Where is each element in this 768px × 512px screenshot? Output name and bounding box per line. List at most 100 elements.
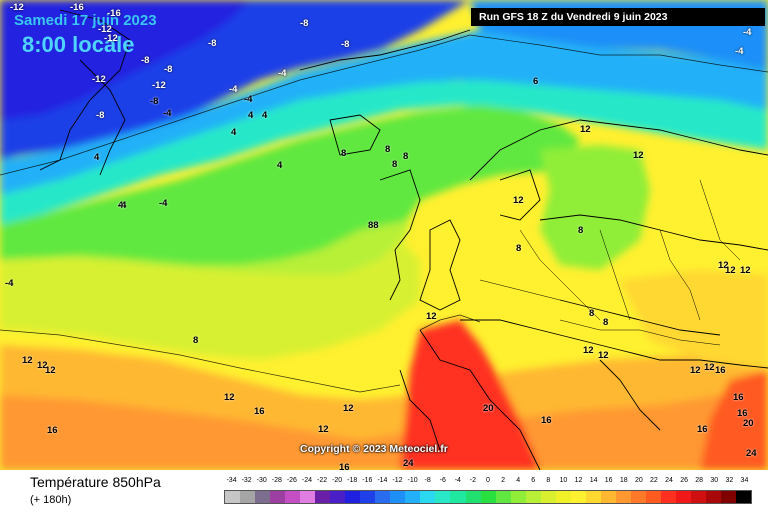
isotherm-label: -4 xyxy=(743,27,752,38)
color-scale-tick: 24 xyxy=(665,477,673,484)
isotherm-label: -16 xyxy=(107,8,121,19)
zone-deep-blue xyxy=(0,0,250,120)
isotherm-label: 8 xyxy=(193,335,199,346)
isotherm-label: -4 xyxy=(5,278,14,289)
legend-footer: Température 850hPa (+ 180h) -34 -32 -30 -2 8… xyxy=(0,470,768,512)
color-scale-tick: 14 xyxy=(589,477,598,484)
isotherm-label: -8 xyxy=(208,38,217,49)
color-scale-tick: -20 xyxy=(332,477,343,484)
color-scale-tick: 18 xyxy=(619,477,628,484)
isotherm-label: 16 xyxy=(47,425,58,436)
color-scale-tick: 32 xyxy=(725,477,734,484)
color-scale-tick: 34 xyxy=(740,477,749,484)
isotherm-label: 4 xyxy=(248,110,254,121)
color-scale-tick: 10 xyxy=(559,477,568,484)
isotherms xyxy=(0,34,768,393)
isotherm-label: -4 xyxy=(159,198,168,209)
isotherm-label: 12 xyxy=(583,345,594,356)
isotherm-label: 12 xyxy=(580,124,591,135)
isotherm-label: 6 xyxy=(533,76,539,87)
zone-red-east xyxy=(700,370,768,470)
isotherm-label: 8 xyxy=(403,151,409,162)
color-scale-tick: 22 xyxy=(650,477,658,484)
map-canvas xyxy=(0,0,768,470)
isotherm-label: 4 xyxy=(231,127,237,138)
color-scale-swatch xyxy=(555,491,571,503)
color-scale-tick: -4 xyxy=(454,477,461,484)
color-scale-tick: -32 xyxy=(241,477,252,484)
isotherm-label: 12 xyxy=(740,265,751,276)
isotherm-label: 8 xyxy=(341,148,347,159)
color-scale-swatch xyxy=(570,491,586,503)
isotherm-label: 12 xyxy=(704,362,715,373)
isotherm-label: -8 xyxy=(96,110,105,121)
isotherm-label: 12 xyxy=(513,195,524,206)
color-scale-swatch xyxy=(315,491,331,503)
color-scale-swatch xyxy=(480,491,496,503)
zone-aqua xyxy=(0,80,768,225)
copyright-notice: Copyright © 2023 Meteociel.fr xyxy=(300,443,448,455)
legend-subtitle: (+ 180h) xyxy=(30,494,72,506)
color-scale-swatch xyxy=(660,491,676,503)
color-scale-swatch xyxy=(435,491,451,503)
color-scale-tick: -6 xyxy=(439,477,446,484)
isotherm-label: 16 xyxy=(737,408,748,419)
isotherm-label: 12 xyxy=(45,365,56,376)
color-scale-swatch xyxy=(495,491,511,503)
color-scale-tick: -8 xyxy=(424,477,431,484)
isotherm-label: 8 xyxy=(516,243,522,254)
isotherm-label: 8 xyxy=(603,317,609,328)
temperature-map: Samedi 17 juin 2023 8:00 locale Run GFS … xyxy=(0,0,768,470)
color-scale-swatch xyxy=(225,491,241,503)
isotherm-label: -8 xyxy=(164,64,173,75)
isotherm-label: -8 xyxy=(300,18,309,29)
isotherm-label: 88 xyxy=(368,220,379,231)
color-scale-tick: -26 xyxy=(286,477,297,484)
color-scale-tick: 0 xyxy=(486,477,490,484)
zone-yellow-orange-east xyxy=(620,270,768,370)
isotherm-label: 12 xyxy=(598,350,609,361)
color-scale-swatch xyxy=(390,491,406,503)
color-scale-swatch xyxy=(645,491,661,503)
isotherm-label: 16 xyxy=(733,392,744,403)
legend-title: Température 850hPa xyxy=(30,474,161,490)
color-scale-swatch xyxy=(255,491,271,503)
color-scale-tick: 8 xyxy=(546,477,551,484)
isotherm-label: -12 xyxy=(104,33,118,44)
isotherm-label: 20 xyxy=(483,403,494,414)
color-scale-swatch xyxy=(240,491,256,503)
color-scale-swatch xyxy=(510,491,526,503)
color-scale-tick: 12 xyxy=(574,477,583,484)
isotherm-label: 16 xyxy=(541,415,552,426)
isotherm-label: 16 xyxy=(715,365,726,376)
color-scale-tick: -30 xyxy=(256,477,267,484)
isotherm-label: 12 xyxy=(718,260,729,271)
color-scale-tick: -12 xyxy=(392,477,403,484)
color-scale-tick: 30 xyxy=(710,477,719,484)
color-scale-tick: 28 xyxy=(695,477,704,484)
isotherm-label: 12 xyxy=(690,365,701,376)
color-scale-tick: 2 xyxy=(501,477,506,484)
isotherm-label: 8 xyxy=(392,159,398,170)
isotherm-label: 4 xyxy=(118,200,124,211)
color-scale-swatch xyxy=(525,491,541,503)
isotherm-label: 4 xyxy=(94,152,100,163)
color-scale-tick: -34 xyxy=(226,477,237,484)
isotherm-label: 12 xyxy=(224,392,235,403)
color-scale-labels: -34 -32 -30 -28 -26 -24 -22 -20 -18 -16 -14 -12 -10-… xyxy=(224,477,752,487)
color-scale-swatch xyxy=(736,491,752,503)
color-scale-tick: -10 xyxy=(407,477,418,484)
isotherm-label: -8 xyxy=(341,39,350,50)
isotherm-label: 12 xyxy=(318,424,329,435)
color-scale-tick: -2 xyxy=(469,477,477,484)
zone-atlantic-yellow xyxy=(0,240,420,360)
forecast-date: Samedi 17 juin 2023 xyxy=(14,12,157,29)
color-scale-swatch xyxy=(360,491,376,503)
color-scale-tick: 16 xyxy=(604,477,613,484)
isotherm-label: 4 xyxy=(277,160,283,171)
isotherm-label: -4 xyxy=(229,84,238,95)
isotherm-label: -4 xyxy=(163,108,172,119)
zone-cyan xyxy=(0,30,768,195)
isotherm-label: 8 xyxy=(385,144,391,155)
color-scale-tick: -18 xyxy=(347,477,358,484)
